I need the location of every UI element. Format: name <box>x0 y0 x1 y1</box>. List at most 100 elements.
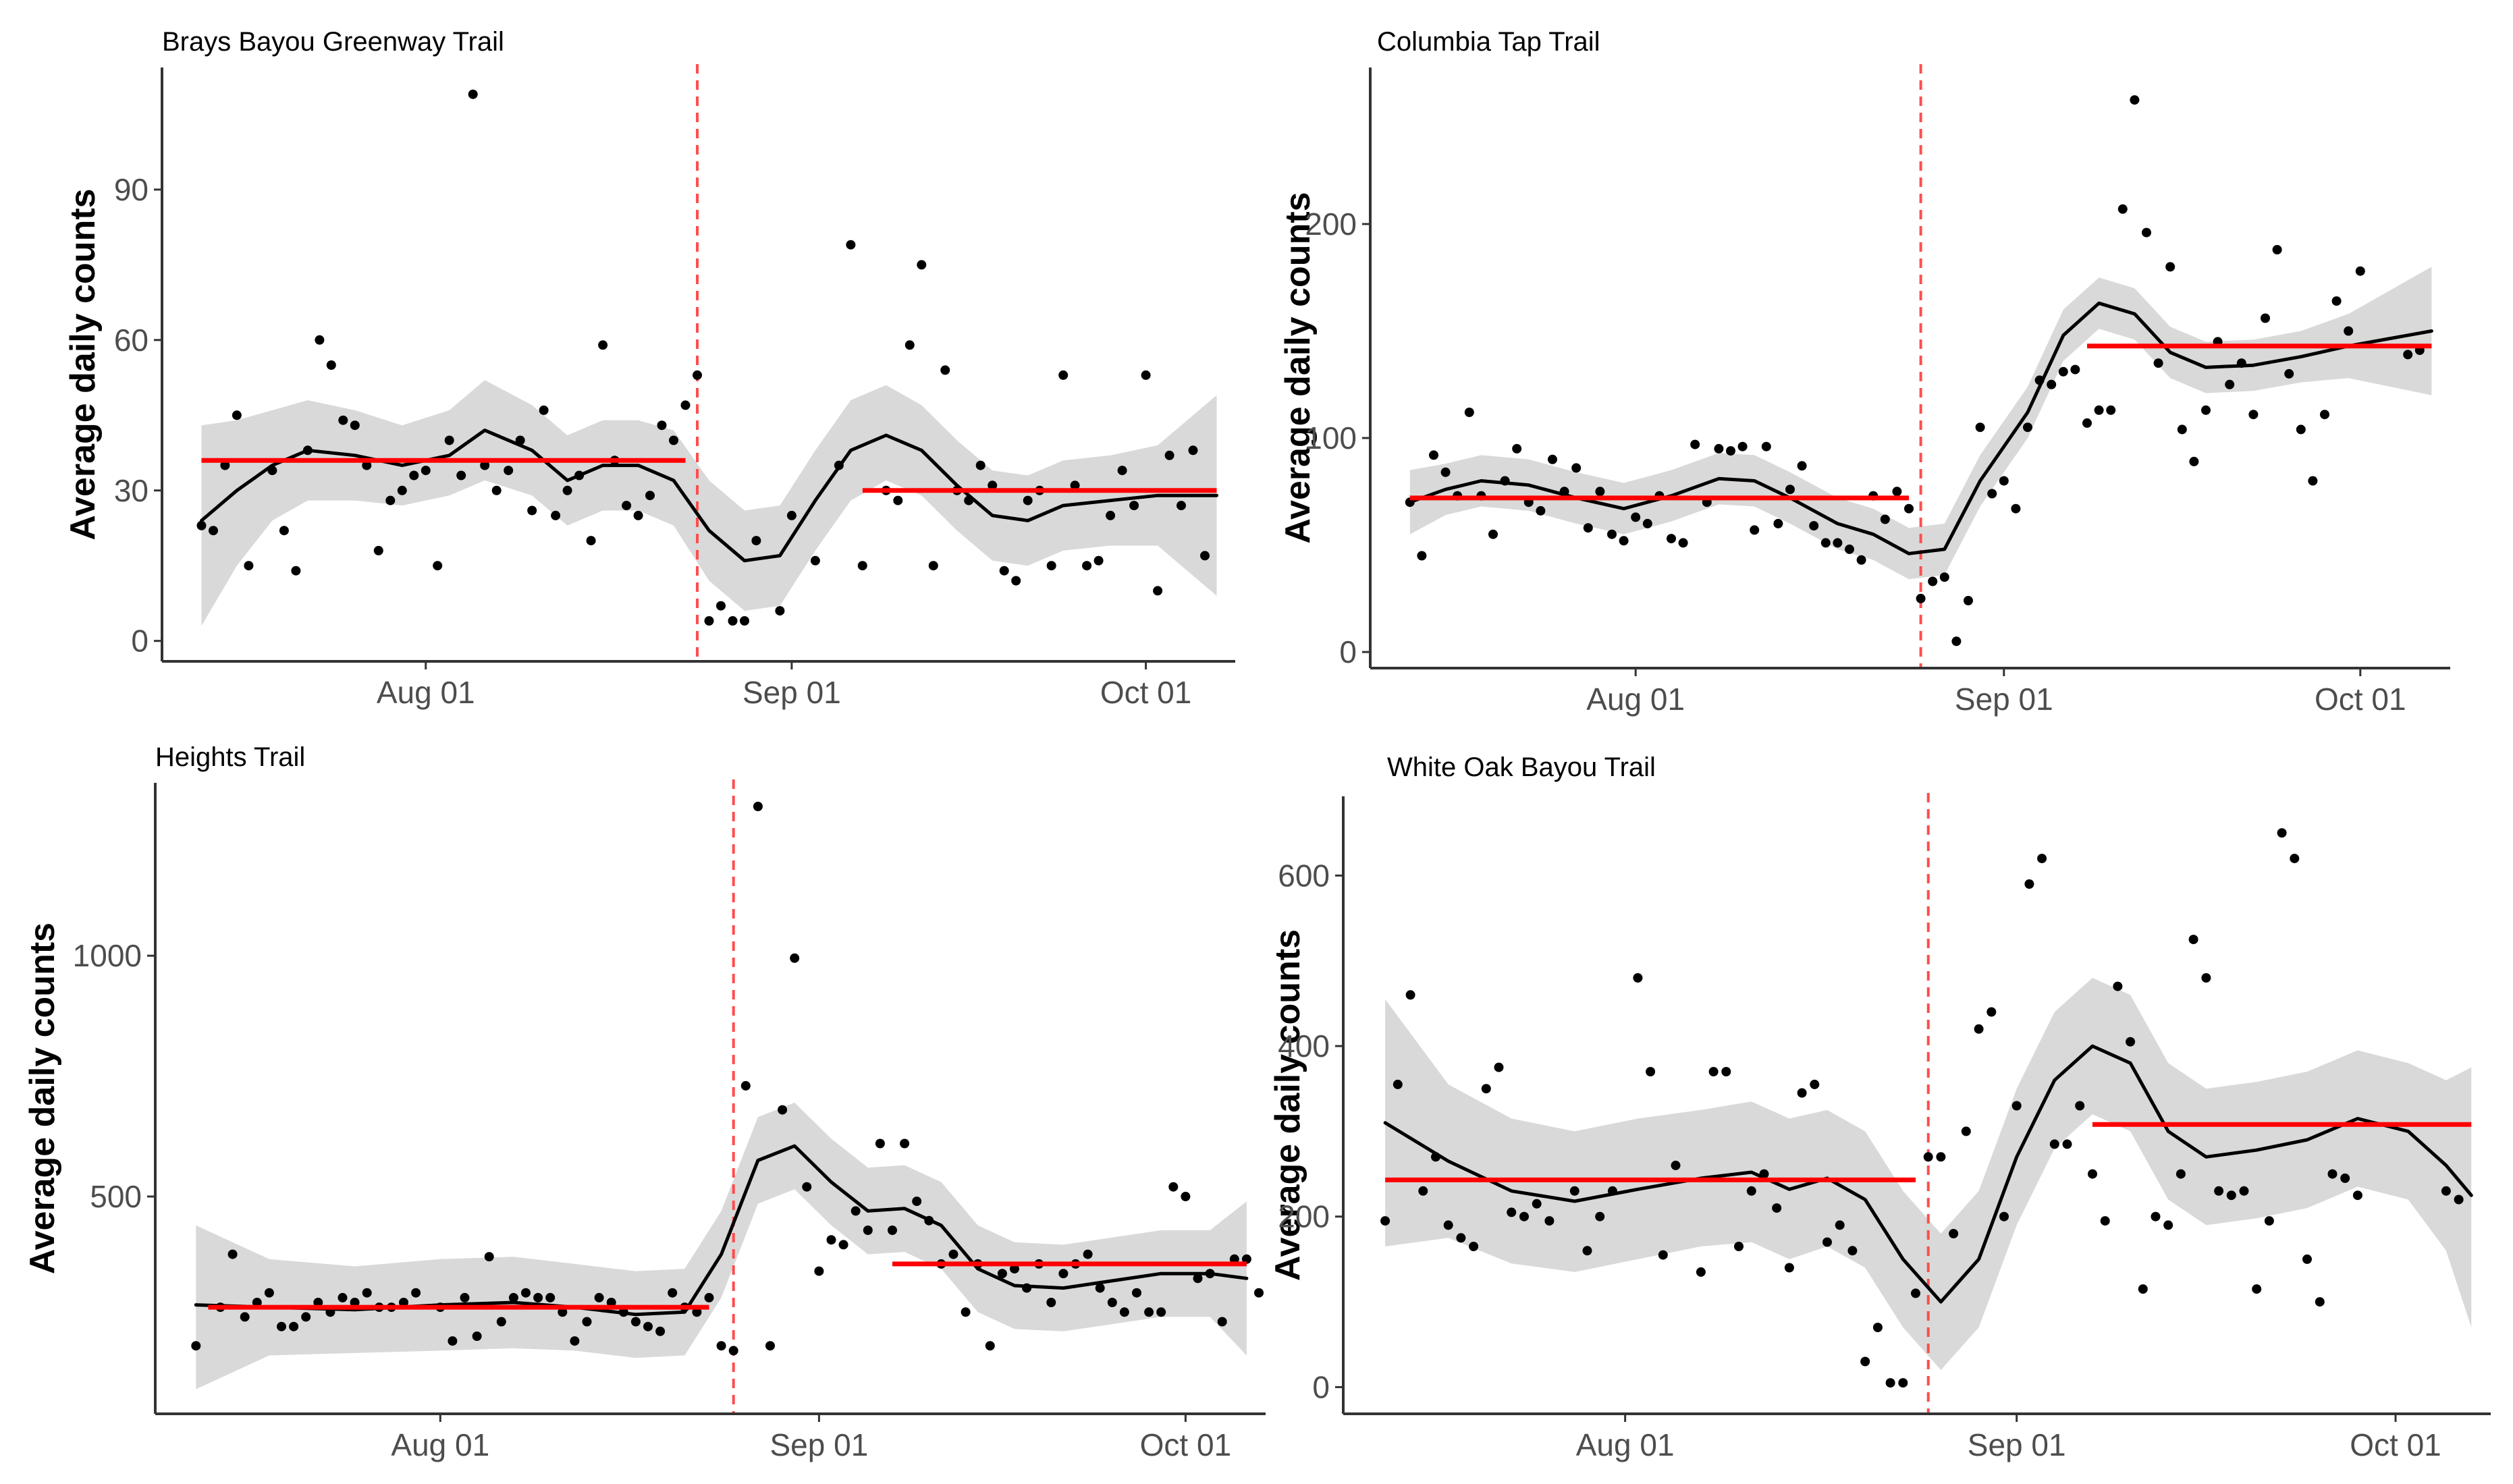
data-point <box>291 566 301 576</box>
data-point <box>2062 1139 2072 1149</box>
data-point <box>1141 370 1151 380</box>
data-point <box>751 536 761 546</box>
data-point <box>484 1252 494 1262</box>
panel-2: Columbia Tap Trail Average daily counts 0 1… <box>1278 27 2450 717</box>
data-point <box>928 561 938 571</box>
data-point <box>2189 456 2199 466</box>
data-point <box>444 435 454 445</box>
data-point <box>669 435 678 445</box>
data-point <box>1607 529 1617 539</box>
y-axis-label: Average daily counts <box>1278 192 1318 543</box>
data-point <box>1714 443 1724 454</box>
data-point <box>521 1288 531 1298</box>
data-point <box>2277 828 2287 838</box>
data-point <box>1536 505 1546 516</box>
x-tick-label: Sep 01 <box>1955 682 2053 717</box>
data-point <box>2239 1186 2249 1196</box>
data-point <box>2047 379 2057 389</box>
x-tick-label: Aug 01 <box>1586 682 1685 717</box>
confidence-band <box>196 1102 1247 1390</box>
data-point <box>826 1235 836 1245</box>
x-tick-label: Oct 01 <box>1100 675 1192 710</box>
data-point <box>362 460 372 470</box>
data-point <box>1809 521 1819 531</box>
data-point <box>1690 439 1700 449</box>
data-point <box>1429 450 1438 460</box>
x-tick-label: Oct 01 <box>2315 682 2406 717</box>
data-point <box>279 526 289 536</box>
data-point <box>491 485 502 495</box>
data-point <box>940 365 950 375</box>
data-point <box>704 1292 714 1302</box>
data-point <box>2340 1173 2350 1183</box>
data-point <box>2248 410 2259 420</box>
data-point <box>786 510 796 520</box>
panel-title: Columbia Tap Trail <box>1377 27 1600 57</box>
data-point <box>326 360 336 370</box>
data-point <box>301 1312 311 1322</box>
data-point <box>997 1269 1007 1279</box>
data-point <box>680 400 691 410</box>
data-point <box>692 1307 702 1317</box>
data-point <box>2024 879 2034 889</box>
y-tick-label: 0 <box>1339 634 1357 669</box>
data-point <box>1773 518 1783 528</box>
data-point <box>1860 1356 1870 1367</box>
x-tick-label: Sep 01 <box>1968 1427 2066 1462</box>
data-point <box>1544 1216 1555 1226</box>
y-tick-label: 0 <box>131 624 148 659</box>
data-point <box>1785 485 1795 495</box>
data-point <box>1847 1246 1858 1256</box>
data-point <box>1494 1062 1504 1072</box>
data-point <box>1784 1263 1794 1273</box>
data-point <box>1734 1242 1744 1251</box>
data-point <box>558 1307 568 1317</box>
data-point <box>1241 1254 1251 1264</box>
data-point <box>508 1292 518 1302</box>
data-point <box>227 1249 238 1259</box>
data-point <box>2163 1220 2173 1230</box>
data-point <box>2327 1169 2338 1179</box>
data-point <box>728 616 738 626</box>
data-point <box>2142 227 2151 238</box>
data-point <box>1708 1067 1719 1076</box>
y-tick-label: 500 <box>90 1179 142 1214</box>
data-point <box>1939 572 1949 582</box>
data-point <box>790 953 800 963</box>
data-point <box>1095 1283 1105 1293</box>
data-point <box>1856 555 1866 565</box>
y-tick-label: 60 <box>114 323 148 358</box>
data-point <box>2320 410 2329 420</box>
data-point <box>2355 266 2365 276</box>
data-point <box>1726 446 1735 456</box>
data-point <box>1595 487 1605 497</box>
data-point <box>2177 424 2187 435</box>
data-point <box>838 1240 848 1250</box>
data-point <box>1058 1269 1069 1279</box>
data-point <box>846 240 856 250</box>
data-point <box>1619 536 1629 546</box>
data-point <box>1820 538 1831 548</box>
data-point <box>1512 443 1522 454</box>
data-point <box>2100 1216 2110 1226</box>
data-point <box>1107 1298 1117 1307</box>
data-point <box>1168 1182 1179 1192</box>
data-point <box>1380 1216 1390 1226</box>
panel-3: Heights Trail Average daily counts 500 1000… <box>23 742 1266 1462</box>
data-point <box>917 260 927 270</box>
panel-4: White Oak Bayou Trail Average daily count… <box>1268 752 2491 1462</box>
data-point <box>337 1292 348 1302</box>
data-point <box>775 606 785 616</box>
data-point <box>1987 1007 1997 1017</box>
data-point <box>373 545 383 555</box>
data-point <box>570 1336 580 1346</box>
data-point <box>2441 1186 2451 1196</box>
data-point <box>2151 1211 2161 1221</box>
data-point <box>1961 1126 1971 1136</box>
data-point <box>1999 476 2009 486</box>
data-point <box>1488 529 1498 539</box>
data-point <box>693 370 702 380</box>
smooth-line <box>194 1144 1249 1317</box>
data-point <box>1569 1186 1579 1196</box>
